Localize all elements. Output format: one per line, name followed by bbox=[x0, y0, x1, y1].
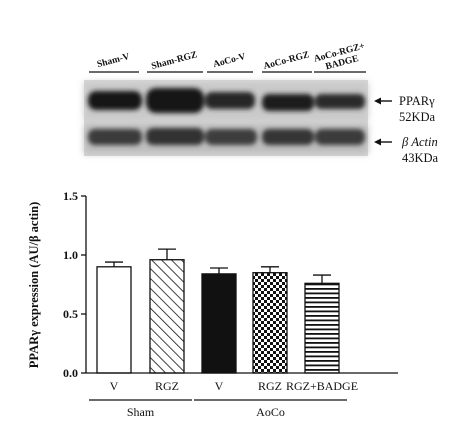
bar-3 bbox=[252, 272, 288, 374]
marker-pparg-size: 52KDa bbox=[399, 110, 436, 124]
pparg-band-sham-v bbox=[88, 91, 142, 110]
x-tick-label: RGZ+BADGE bbox=[286, 379, 358, 393]
actin-band-5 bbox=[315, 129, 365, 145]
marker-actin: β Actin 43KDa bbox=[374, 135, 439, 165]
pparg-bands bbox=[88, 88, 365, 113]
y-tick-label: 1.5 bbox=[63, 189, 78, 203]
lane-headers: Sham-V Sham-RGZ AoCo-V AoCo-RGZ AoCo-RGZ+BAD… bbox=[89, 41, 369, 74]
x-tick-label: RGZ bbox=[155, 379, 179, 393]
bar-1 bbox=[149, 259, 185, 374]
lane-label: AoCo-RGZ bbox=[262, 50, 310, 72]
actin-band-2 bbox=[146, 128, 204, 145]
lane-label: AoCo-V bbox=[212, 52, 247, 70]
marker-actin-name: β Actin bbox=[401, 135, 438, 149]
x-tick-label: V bbox=[215, 379, 224, 393]
pparg-band-aoco-rgz bbox=[262, 94, 314, 111]
y-axis-label: PPARγ expression (AU/β actin) bbox=[27, 202, 41, 368]
pparg-band-sham-rgz bbox=[146, 88, 204, 113]
x-tick-label: RGZ bbox=[258, 379, 282, 393]
marker-actin-size: 43KDa bbox=[402, 151, 439, 165]
actin-bands bbox=[88, 128, 365, 145]
error-bars bbox=[105, 248, 331, 284]
axes: 0.0 0.5 1.0 1.5 bbox=[63, 189, 398, 380]
bar-4 bbox=[304, 282, 340, 374]
pparg-band-aoco-rgz-badge bbox=[315, 94, 365, 109]
group-labels: Sham AoCo bbox=[89, 399, 347, 419]
actin-band-1 bbox=[88, 129, 142, 145]
lane-label: Sham-V bbox=[96, 52, 131, 70]
actin-band-4 bbox=[262, 129, 314, 145]
x-tick-label: V bbox=[110, 379, 119, 393]
x-tick-labels: V RGZ V RGZ RGZ+BADGE bbox=[110, 379, 358, 393]
western-blot: Sham-V Sham-RGZ AoCo-V AoCo-RGZ AoCo-RGZ+BAD… bbox=[84, 41, 439, 165]
group-label: AoCo bbox=[256, 405, 285, 419]
marker-pparg-name: PPARγ bbox=[399, 94, 435, 108]
pparg-band-aoco-v bbox=[205, 92, 255, 109]
bar-0 bbox=[96, 266, 132, 374]
actin-band-3 bbox=[205, 129, 257, 145]
bar-2 bbox=[201, 273, 237, 374]
bar-chart: 0.00.51.01.5 V RGZ V RGZ RGZ+BADGE Sham AoCo … bbox=[27, 189, 398, 419]
lane-label: AoCo-RGZ+BADGE bbox=[313, 41, 369, 74]
y-tick-label: 1.0 bbox=[63, 248, 78, 262]
lane-label: Sham-RGZ bbox=[150, 50, 198, 72]
marker-pparg: PPARγ 52KDa bbox=[374, 94, 436, 124]
group-label: Sham bbox=[127, 405, 155, 419]
y-tick-label: 0.0 bbox=[63, 366, 78, 380]
y-tick-label: 0.5 bbox=[63, 307, 78, 321]
bars bbox=[96, 259, 340, 374]
